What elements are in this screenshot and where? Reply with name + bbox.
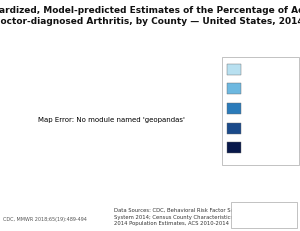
Text: 22.0–23.6: 22.0–23.6: [243, 85, 281, 93]
Text: ★: ★: [234, 209, 246, 223]
Text: Age-standardized, Model-predicted Estimates of the Percentage of Adults with
Doc: Age-standardized, Model-predicted Estima…: [0, 6, 300, 27]
Text: CDC: CDC: [263, 210, 292, 222]
Text: 25.6–27.4: 25.6–27.4: [243, 124, 281, 133]
Text: 15.8–21.9: 15.8–21.9: [243, 65, 281, 74]
Text: 23.7–25.5: 23.7–25.5: [243, 104, 281, 113]
Text: Map Error: No module named 'geopandas': Map Error: No module named 'geopandas': [38, 117, 184, 123]
Text: 27.5–38.6: 27.5–38.6: [243, 143, 281, 152]
Text: CDC, MMWR 2018;65(19):489-494: CDC, MMWR 2018;65(19):489-494: [3, 217, 87, 222]
Text: Data Sources: CDC, Behavioral Risk Factor Surveillance
System 2014; Census Count: Data Sources: CDC, Behavioral Risk Facto…: [114, 208, 260, 226]
